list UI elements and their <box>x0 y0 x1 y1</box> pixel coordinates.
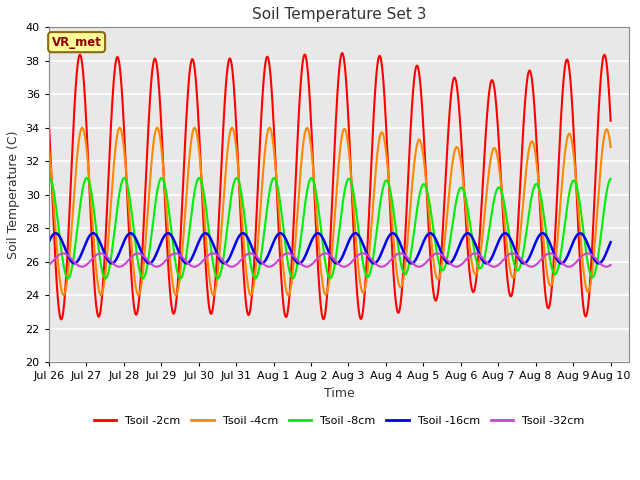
Tsoil -32cm <box>45 262 52 268</box>
Tsoil -16cm <box>456 241 464 247</box>
Tsoil -2cm <box>607 118 614 123</box>
Tsoil -16cm <box>488 255 495 261</box>
Tsoil -8cm <box>606 177 614 182</box>
Tsoil -16cm <box>445 261 452 266</box>
Tsoil -4cm <box>607 144 614 150</box>
Tsoil -8cm <box>146 244 154 250</box>
Tsoil -8cm <box>309 177 317 182</box>
Tsoil -16cm <box>606 240 614 246</box>
Tsoil -4cm <box>488 151 495 156</box>
Title: Soil Temperature Set 3: Soil Temperature Set 3 <box>252 7 426 22</box>
Tsoil -32cm <box>606 263 614 268</box>
Tsoil -16cm <box>45 239 52 245</box>
Tsoil -8cm <box>45 175 53 181</box>
Line: Tsoil -2cm: Tsoil -2cm <box>49 53 611 319</box>
Legend: Tsoil -2cm, Tsoil -4cm, Tsoil -8cm, Tsoil -16cm, Tsoil -32cm: Tsoil -2cm, Tsoil -4cm, Tsoil -8cm, Tsoi… <box>90 411 589 430</box>
Tsoil -2cm <box>146 98 154 104</box>
Tsoil -2cm <box>456 116 464 121</box>
Tsoil -16cm <box>425 231 433 237</box>
Tsoil -4cm <box>309 164 317 170</box>
Tsoil -8cm <box>425 196 433 202</box>
Tsoil -4cm <box>154 125 161 131</box>
Tsoil -32cm <box>209 251 217 256</box>
Tsoil -32cm <box>228 264 236 270</box>
X-axis label: Time: Time <box>324 387 355 400</box>
Tsoil -2cm <box>488 77 495 83</box>
Tsoil -16cm <box>426 230 434 236</box>
Line: Tsoil -32cm: Tsoil -32cm <box>49 253 611 267</box>
Tsoil -8cm <box>607 176 614 182</box>
Tsoil -32cm <box>456 263 464 268</box>
Tsoil -4cm <box>146 180 154 186</box>
Tsoil -16cm <box>309 236 317 241</box>
Tsoil -32cm <box>488 264 495 269</box>
Tsoil -8cm <box>45 175 52 181</box>
Line: Tsoil -4cm: Tsoil -4cm <box>49 128 611 295</box>
Y-axis label: Soil Temperature (C): Soil Temperature (C) <box>7 131 20 259</box>
Tsoil -4cm <box>456 153 464 158</box>
Tsoil -2cm <box>309 156 317 162</box>
Tsoil -2cm <box>606 108 614 114</box>
Tsoil -4cm <box>134 292 142 298</box>
Line: Tsoil -8cm: Tsoil -8cm <box>49 178 611 278</box>
Tsoil -8cm <box>456 186 464 192</box>
Tsoil -4cm <box>45 143 52 149</box>
Tsoil -8cm <box>64 276 72 281</box>
Tsoil -2cm <box>58 316 65 322</box>
Tsoil -4cm <box>425 209 433 215</box>
Tsoil -4cm <box>606 140 614 146</box>
Tsoil -32cm <box>146 260 154 265</box>
Tsoil -2cm <box>425 228 433 233</box>
Tsoil -32cm <box>425 257 433 263</box>
Tsoil -2cm <box>45 117 52 122</box>
Line: Tsoil -16cm: Tsoil -16cm <box>49 233 611 264</box>
Text: VR_met: VR_met <box>52 36 102 48</box>
Tsoil -16cm <box>607 239 614 245</box>
Tsoil -32cm <box>607 262 614 268</box>
Tsoil -16cm <box>146 261 154 266</box>
Tsoil -8cm <box>488 210 495 216</box>
Tsoil -32cm <box>309 260 317 266</box>
Tsoil -2cm <box>339 50 346 56</box>
